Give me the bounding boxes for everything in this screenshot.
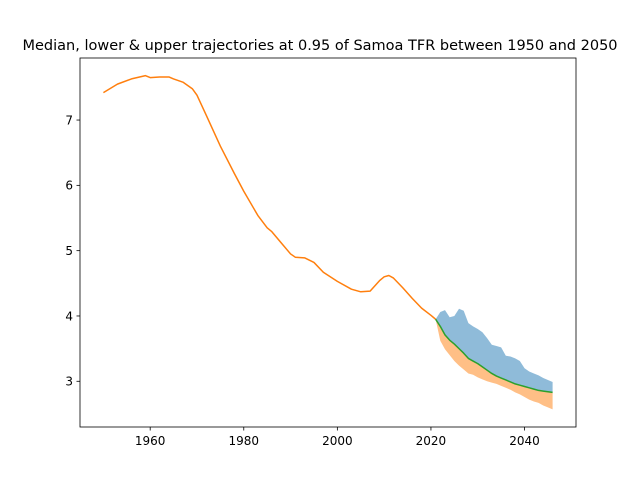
x-tick-label: 1960	[135, 434, 166, 448]
y-tick-label: 5	[65, 244, 73, 258]
axes-frame	[79, 57, 577, 428]
median-line	[434, 318, 553, 394]
y-tick-label: 6	[65, 179, 73, 193]
y-tick-label: 4	[65, 309, 73, 323]
x-tick-label: 2000	[322, 434, 353, 448]
x-axis: 1960 1980 2000 2020 2040	[135, 427, 540, 448]
x-tick-label: 2040	[509, 434, 540, 448]
x-tick-label: 2020	[416, 434, 447, 448]
y-tick-label: 3	[65, 375, 73, 389]
plot-area	[103, 74, 553, 410]
y-axis: 3 4 5 6 7	[65, 113, 80, 389]
upper-band-area	[435, 308, 553, 393]
chart-title: Median, lower & upper trajectories at 0.…	[22, 38, 617, 54]
y-tick-label: 7	[65, 113, 73, 127]
x-tick-label: 1980	[229, 434, 260, 448]
historical-line	[103, 74, 437, 320]
